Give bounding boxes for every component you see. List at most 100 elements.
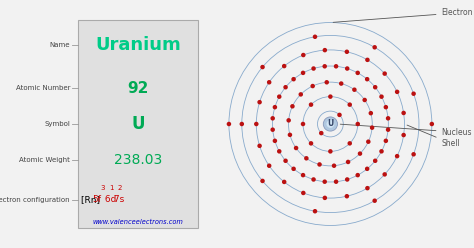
Circle shape bbox=[325, 80, 329, 85]
Circle shape bbox=[277, 94, 282, 99]
Circle shape bbox=[309, 141, 313, 146]
Circle shape bbox=[290, 104, 295, 109]
Circle shape bbox=[301, 173, 305, 177]
Circle shape bbox=[345, 177, 349, 182]
Text: Uranium: Uranium bbox=[95, 36, 181, 54]
Circle shape bbox=[283, 85, 288, 90]
Circle shape bbox=[317, 162, 322, 167]
Circle shape bbox=[383, 139, 388, 143]
Circle shape bbox=[299, 92, 303, 97]
Circle shape bbox=[260, 65, 265, 69]
Circle shape bbox=[301, 71, 305, 75]
Circle shape bbox=[313, 34, 317, 39]
Circle shape bbox=[271, 116, 275, 121]
Text: Atomic Weight: Atomic Weight bbox=[19, 157, 70, 163]
Circle shape bbox=[337, 113, 342, 117]
Circle shape bbox=[277, 149, 282, 154]
Circle shape bbox=[282, 64, 286, 68]
Circle shape bbox=[309, 102, 313, 107]
Circle shape bbox=[365, 186, 370, 190]
Circle shape bbox=[273, 139, 277, 143]
Circle shape bbox=[363, 98, 367, 102]
FancyBboxPatch shape bbox=[78, 20, 198, 228]
Text: U: U bbox=[131, 115, 145, 133]
Text: 7s: 7s bbox=[111, 195, 124, 204]
Circle shape bbox=[273, 105, 277, 109]
Circle shape bbox=[365, 58, 370, 62]
Circle shape bbox=[304, 156, 309, 160]
Circle shape bbox=[323, 48, 327, 52]
Circle shape bbox=[345, 50, 349, 54]
Circle shape bbox=[311, 177, 316, 182]
Text: Atomic Number: Atomic Number bbox=[16, 85, 70, 91]
Text: Nucleus: Nucleus bbox=[340, 124, 472, 137]
Circle shape bbox=[370, 125, 374, 130]
Circle shape bbox=[373, 198, 377, 203]
Text: Symbol: Symbol bbox=[44, 121, 70, 127]
Text: 1: 1 bbox=[109, 186, 113, 191]
Circle shape bbox=[334, 180, 338, 184]
Circle shape bbox=[301, 122, 305, 126]
Circle shape bbox=[401, 133, 406, 137]
Circle shape bbox=[429, 122, 434, 126]
Circle shape bbox=[356, 173, 360, 177]
Text: Shell: Shell bbox=[407, 125, 460, 148]
Circle shape bbox=[386, 127, 390, 132]
Circle shape bbox=[356, 122, 360, 126]
Text: 6d: 6d bbox=[102, 195, 117, 204]
Circle shape bbox=[369, 111, 373, 115]
Circle shape bbox=[328, 94, 333, 99]
Circle shape bbox=[373, 85, 377, 90]
Circle shape bbox=[322, 64, 327, 68]
Text: 3: 3 bbox=[100, 186, 104, 191]
Text: U: U bbox=[327, 120, 334, 128]
Circle shape bbox=[383, 105, 388, 109]
Circle shape bbox=[301, 53, 306, 57]
Circle shape bbox=[347, 102, 352, 107]
Text: 5f: 5f bbox=[93, 195, 102, 204]
Text: Electron configuration: Electron configuration bbox=[0, 197, 70, 203]
Circle shape bbox=[366, 139, 371, 144]
Circle shape bbox=[239, 122, 244, 126]
Circle shape bbox=[379, 94, 384, 99]
Text: [Rn]: [Rn] bbox=[82, 195, 103, 204]
Circle shape bbox=[267, 80, 272, 85]
Circle shape bbox=[347, 141, 352, 146]
Circle shape bbox=[373, 158, 377, 163]
Circle shape bbox=[332, 163, 336, 168]
Circle shape bbox=[254, 122, 258, 126]
Circle shape bbox=[373, 45, 377, 50]
Circle shape bbox=[395, 154, 400, 158]
Circle shape bbox=[227, 122, 231, 126]
Circle shape bbox=[292, 167, 296, 171]
Circle shape bbox=[260, 179, 265, 183]
Text: Name: Name bbox=[50, 42, 70, 48]
Circle shape bbox=[339, 81, 344, 86]
Circle shape bbox=[286, 118, 291, 123]
Circle shape bbox=[323, 196, 327, 200]
Circle shape bbox=[313, 209, 317, 214]
Circle shape bbox=[383, 71, 387, 76]
Circle shape bbox=[301, 191, 306, 195]
Circle shape bbox=[282, 180, 286, 184]
Circle shape bbox=[257, 144, 262, 148]
Circle shape bbox=[328, 149, 333, 154]
Circle shape bbox=[288, 133, 292, 137]
Circle shape bbox=[365, 167, 369, 171]
Circle shape bbox=[401, 111, 406, 115]
Circle shape bbox=[365, 77, 369, 81]
Circle shape bbox=[283, 158, 288, 163]
Circle shape bbox=[386, 116, 390, 121]
Circle shape bbox=[356, 71, 360, 75]
Circle shape bbox=[311, 66, 316, 71]
Circle shape bbox=[322, 180, 327, 184]
Circle shape bbox=[379, 149, 384, 154]
Circle shape bbox=[310, 84, 315, 88]
Circle shape bbox=[319, 131, 324, 135]
Circle shape bbox=[352, 88, 356, 92]
Circle shape bbox=[358, 151, 362, 156]
Text: 238.03: 238.03 bbox=[114, 153, 162, 167]
Circle shape bbox=[383, 172, 387, 177]
Text: 2: 2 bbox=[117, 186, 122, 191]
Circle shape bbox=[346, 160, 350, 164]
